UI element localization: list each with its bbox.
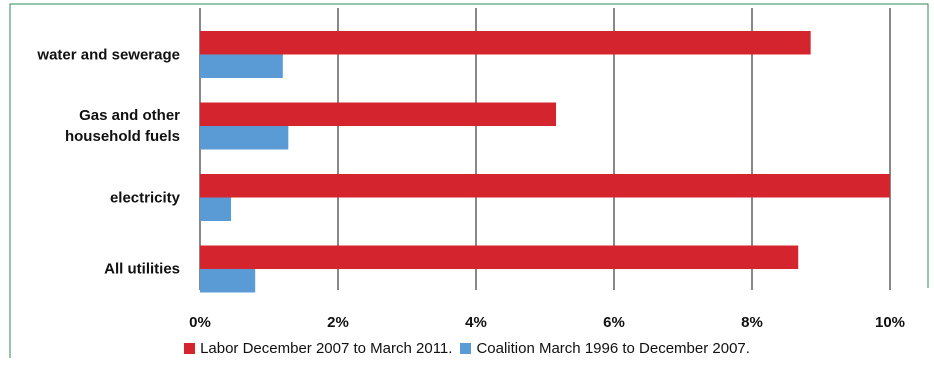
bar bbox=[200, 174, 890, 198]
bar bbox=[200, 245, 799, 269]
legend-label: Coalition March 1996 to December 2007. bbox=[476, 340, 750, 357]
bar bbox=[200, 31, 811, 55]
x-tick-label: 4% bbox=[465, 314, 487, 331]
category-label: Gas and other household fuels bbox=[64, 107, 180, 145]
x-tick-label: 10% bbox=[875, 314, 905, 331]
legend-swatch bbox=[184, 343, 196, 354]
x-tick-label: 6% bbox=[603, 314, 625, 331]
legend-label: Labor December 2007 to March 2011. bbox=[200, 340, 453, 357]
frame bbox=[9, 3, 929, 358]
bar bbox=[200, 102, 557, 126]
x-tick-label: 0% bbox=[189, 314, 211, 331]
legend-item: Labor December 2007 to March 2011. bbox=[184, 340, 452, 357]
legend: Labor December 2007 to March 2011. Coalit… bbox=[0, 340, 934, 357]
bar bbox=[200, 197, 232, 221]
x-tick-label: 2% bbox=[327, 314, 349, 331]
category-label: electricity bbox=[109, 189, 180, 206]
x-tick-label: 8% bbox=[741, 314, 763, 331]
category-label: water and sewerage bbox=[37, 46, 180, 63]
bar bbox=[200, 126, 289, 150]
bar bbox=[200, 54, 283, 78]
bar bbox=[200, 269, 256, 293]
legend-item: Coalition March 1996 to December 2007. bbox=[460, 340, 750, 357]
legend-swatch bbox=[460, 343, 472, 354]
category-label: All utilities bbox=[104, 260, 180, 278]
